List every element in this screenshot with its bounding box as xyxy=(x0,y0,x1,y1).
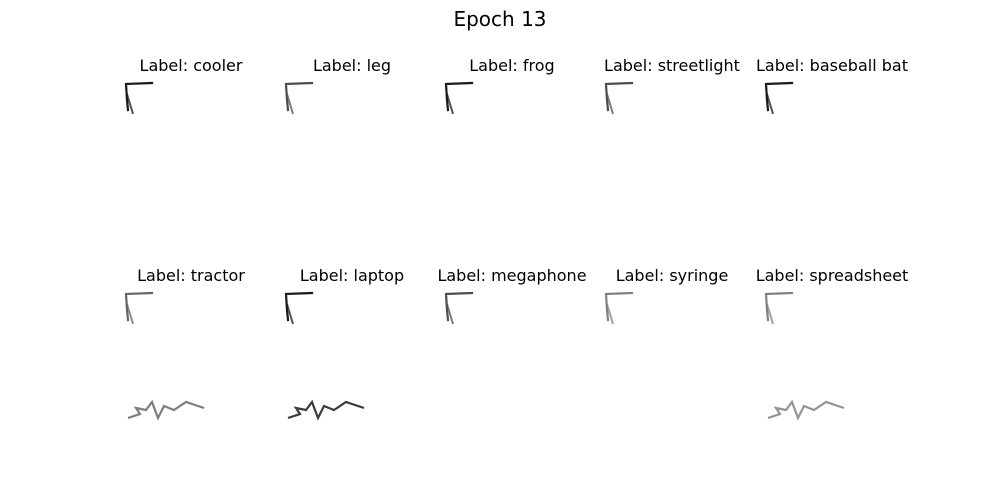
panel-label: Label: spreadsheet xyxy=(755,266,909,285)
panel-label: Label: streetlight xyxy=(604,56,740,75)
panel-label: Label: megaphone xyxy=(437,266,587,285)
generated-sample-image xyxy=(764,290,898,424)
sample-stroke xyxy=(126,93,134,115)
panel-label: Label: syringe xyxy=(615,266,729,285)
generated-sample-image xyxy=(444,80,578,214)
sample-stroke xyxy=(124,81,154,112)
sample-stroke xyxy=(446,93,454,115)
sample-stroke xyxy=(606,303,614,325)
sample-stroke xyxy=(766,93,774,115)
sample-stroke xyxy=(764,81,794,112)
panel-label: Label: frog xyxy=(469,56,555,75)
sample-stroke xyxy=(286,303,294,325)
sample-stroke xyxy=(446,303,454,325)
sample-stroke xyxy=(284,291,314,322)
generated-sample-image xyxy=(764,80,898,214)
sample-stroke xyxy=(126,303,134,325)
panel-label: Label: leg xyxy=(312,56,392,75)
sample-stroke xyxy=(124,291,154,322)
panel-label: Label: laptop xyxy=(299,266,405,285)
panel-label: Label: cooler xyxy=(139,56,243,75)
sample-stroke xyxy=(284,81,314,112)
figure-title: Epoch 13 xyxy=(453,7,547,31)
sample-stroke xyxy=(604,81,634,112)
generated-sample-image xyxy=(124,290,258,424)
sample-stroke xyxy=(766,303,774,325)
sample-stroke xyxy=(604,291,634,322)
sample-stroke xyxy=(444,81,474,112)
generated-sample-image xyxy=(284,290,418,424)
sample-stroke xyxy=(764,291,794,322)
generated-sample-image xyxy=(444,290,578,424)
sample-scribble xyxy=(767,399,845,421)
panel-label: Label: baseball bat xyxy=(756,56,908,75)
generated-sample-image xyxy=(604,80,738,214)
sample-stroke xyxy=(444,291,474,322)
generated-sample-image xyxy=(604,290,738,424)
sample-stroke xyxy=(606,93,614,115)
generated-sample-image xyxy=(284,80,418,214)
sample-stroke xyxy=(286,93,294,115)
generated-sample-image xyxy=(124,80,258,214)
sample-scribble xyxy=(287,399,365,421)
sample-scribble xyxy=(127,399,205,421)
panel-label: Label: tractor xyxy=(137,266,245,285)
